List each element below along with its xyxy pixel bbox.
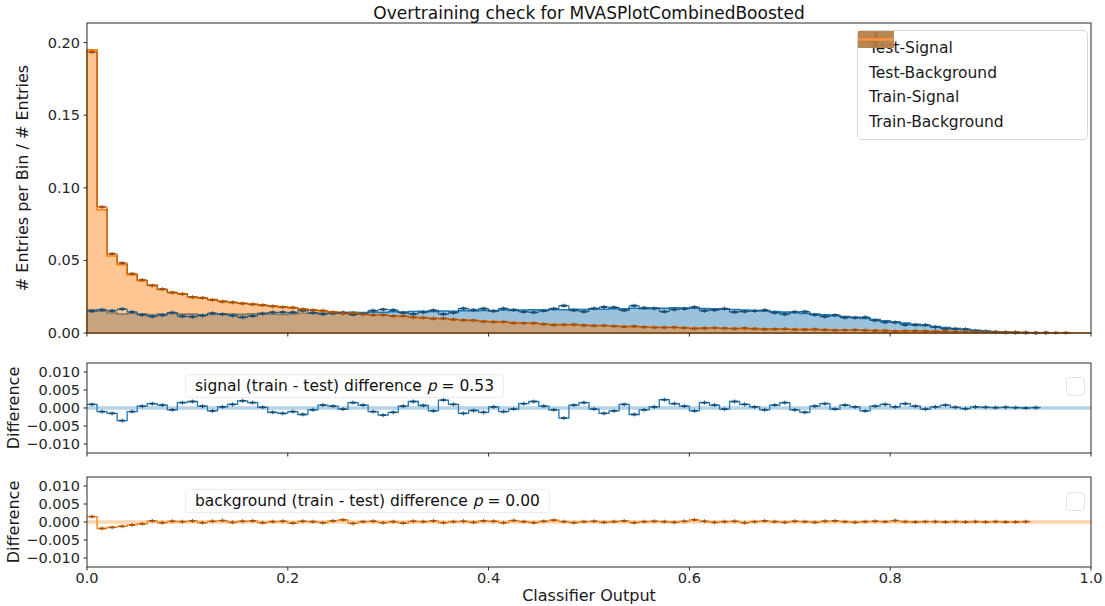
y-tick-label: −0.010 — [20, 551, 80, 565]
signal-diff-errorbars — [89, 398, 1039, 423]
y-tick-label: 0.05 — [20, 253, 80, 267]
empty-legend-box-signal-diff — [1066, 377, 1085, 396]
x-tick-label: 0.6 — [666, 571, 712, 585]
legend-item-test-signal: Test-Signal — [869, 39, 1076, 57]
legend-item-test-background: Test-Background — [869, 64, 1076, 82]
y-tick-label: 0.000 — [20, 515, 80, 529]
y-tick-label: 0.00 — [20, 326, 80, 340]
train-background-marker-icon — [858, 31, 894, 48]
x-axis-label: Classifier Output — [87, 586, 1091, 605]
y-tick-label: 0.15 — [20, 108, 80, 122]
legend-label: Test-Background — [869, 64, 997, 82]
y-tick-label: 0.000 — [20, 401, 80, 415]
y-tick-label: −0.005 — [20, 533, 80, 547]
x-tick-label: 1.0 — [1068, 571, 1105, 585]
figure: Overtraining check for MVASPlotCombinedB… — [0, 0, 1105, 606]
y-tick-label: 0.10 — [20, 181, 80, 195]
x-tick-label: 0.2 — [265, 571, 311, 585]
p-symbol: p — [427, 377, 437, 395]
p-symbol: p — [473, 492, 483, 510]
y-tick-label: 0.010 — [20, 479, 80, 493]
legend-item-train-signal: Train-Signal — [869, 88, 1076, 106]
chart-title: Overtraining check for MVASPlotCombinedB… — [87, 3, 1091, 23]
annotation-text: background (train - test) difference — [195, 492, 473, 510]
signal-diff-annotation: signal (train - test) difference p = 0.5… — [185, 374, 504, 398]
y-tick-label: −0.010 — [20, 437, 80, 451]
legend-label: Train-Background — [869, 113, 1004, 131]
x-tick-label: 0.0 — [64, 571, 110, 585]
y-tick-label: 0.20 — [20, 36, 80, 50]
y-tick-label: −0.005 — [20, 419, 80, 433]
y-tick-label: 0.010 — [20, 365, 80, 379]
background-diff-annotation: background (train - test) difference p =… — [185, 489, 550, 513]
legend-label: Train-Signal — [869, 88, 959, 106]
annotation-text: signal (train - test) difference — [195, 377, 427, 395]
p-value: = 0.53 — [437, 377, 494, 395]
y-tick-label: 0.005 — [20, 383, 80, 397]
p-value: = 0.00 — [483, 492, 540, 510]
y-tick-label: 0.005 — [20, 497, 80, 511]
x-tick-label: 0.4 — [466, 571, 512, 585]
legend-item-train-background: Train-Background — [869, 113, 1076, 131]
empty-legend-box-background-diff — [1066, 492, 1085, 511]
legend: Test-Signal Test-Background Train-Signal… — [857, 30, 1088, 140]
x-tick-label: 0.8 — [867, 571, 913, 585]
